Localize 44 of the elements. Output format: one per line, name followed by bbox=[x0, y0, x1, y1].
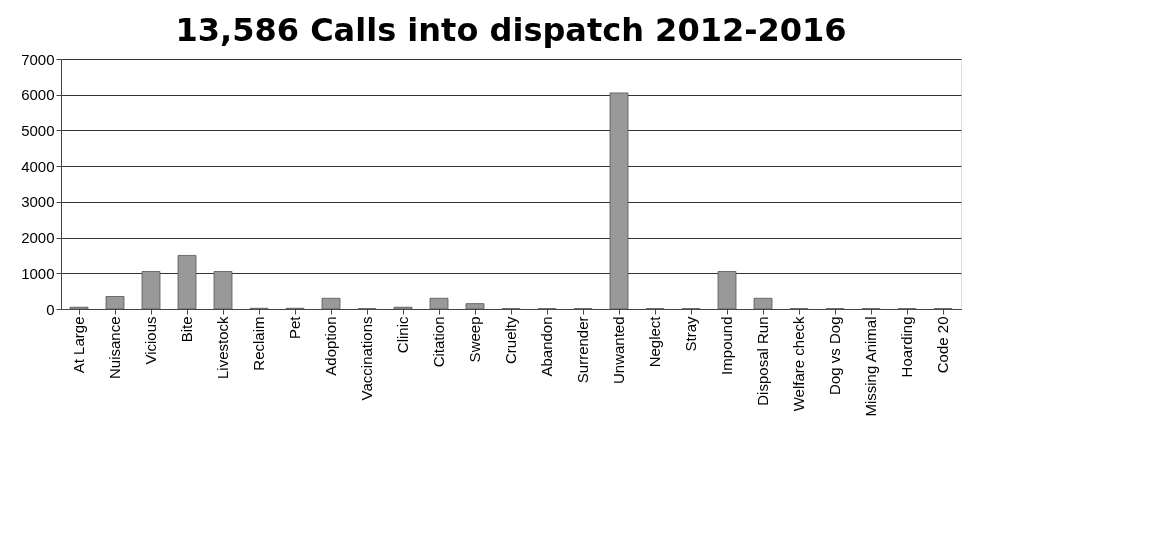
x-tick-label: Citation bbox=[430, 316, 447, 368]
x-tick-label: Welfare check bbox=[790, 316, 807, 412]
y-tick-label: 1000 bbox=[21, 264, 55, 282]
bar bbox=[429, 297, 449, 310]
y-tick-label: 3000 bbox=[21, 193, 55, 211]
x-tick-label: Neglect bbox=[646, 315, 663, 368]
y-tick-label: 6000 bbox=[21, 86, 55, 104]
bar bbox=[609, 92, 629, 310]
bar bbox=[177, 255, 197, 310]
x-tick-label: Reclaim bbox=[250, 316, 267, 371]
y-tick-label: 0 bbox=[46, 300, 55, 318]
x-tick-label: Stray bbox=[682, 316, 699, 352]
x-tick-label: Surrender bbox=[574, 316, 591, 384]
x-tick-label: Pet bbox=[286, 315, 303, 340]
x-tick-label: Sweep bbox=[466, 316, 483, 363]
chart-title: 13,586 Calls into dispatch 2012-2016 bbox=[175, 11, 847, 49]
x-tick-label: Abandon bbox=[538, 316, 555, 377]
x-tick-label: At Large bbox=[70, 316, 87, 374]
x-tick-label: Cruelty bbox=[502, 316, 519, 365]
x-tick-label: Disposal Run bbox=[754, 316, 771, 406]
x-tick-label: Vicious bbox=[142, 316, 159, 365]
x-tick-label: Dog vs Dog bbox=[826, 316, 843, 395]
x-tick-label: Vaccinations bbox=[358, 316, 375, 401]
x-tick-label: Nuisance bbox=[106, 316, 123, 380]
bar bbox=[105, 296, 125, 310]
y-tick-label: 5000 bbox=[21, 121, 55, 139]
y-tick-label: 4000 bbox=[21, 157, 55, 175]
x-tick-label: Bite bbox=[178, 316, 195, 343]
x-tick-label: Livestock bbox=[214, 316, 231, 380]
x-tick-label: Adoption bbox=[322, 316, 339, 376]
x-tick-label: Impound bbox=[718, 316, 735, 375]
x-tick-label: Missing Animal bbox=[862, 316, 879, 417]
bar bbox=[141, 271, 161, 310]
y-tick-label: 7000 bbox=[21, 50, 55, 68]
bar bbox=[717, 271, 737, 310]
bar bbox=[753, 297, 773, 310]
bar bbox=[321, 297, 341, 310]
x-tick-label: Clinic bbox=[394, 316, 411, 354]
x-tick-label: Unwanted bbox=[610, 316, 627, 385]
x-tick-label: Code 20 bbox=[934, 316, 951, 374]
x-tick-label: Hoarding bbox=[898, 316, 915, 378]
bar bbox=[465, 303, 485, 310]
y-tick-label: 2000 bbox=[21, 229, 55, 247]
bar bbox=[213, 271, 233, 310]
